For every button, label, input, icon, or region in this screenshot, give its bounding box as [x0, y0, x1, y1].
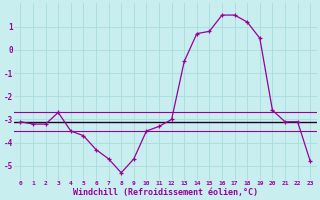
X-axis label: Windchill (Refroidissement éolien,°C): Windchill (Refroidissement éolien,°C) [73, 188, 258, 197]
